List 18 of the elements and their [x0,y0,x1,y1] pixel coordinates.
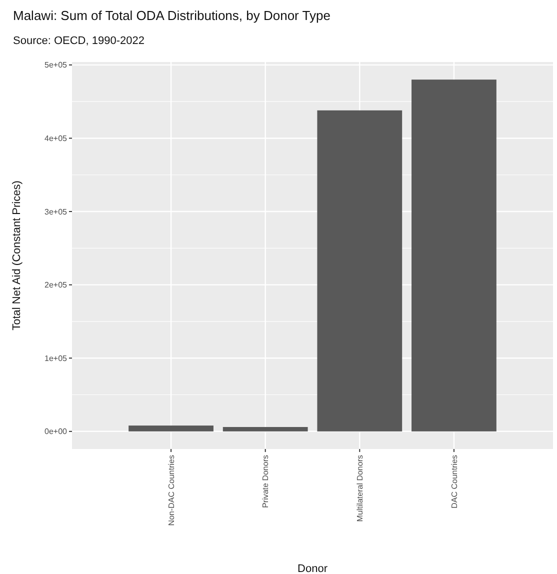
y-tick-label: 3e+05 [44,207,68,216]
y-tick-label: 4e+05 [44,134,68,144]
bar [222,427,308,432]
x-tick-label: DAC Countries [450,455,459,508]
bar [412,80,496,432]
y-tick-label: 1e+05 [44,354,68,363]
bar [128,426,214,432]
y-tick-label: 5e+05 [44,60,68,70]
x-tick-label: Private Donors [261,455,270,508]
x-axis-title: Donor [298,563,328,574]
y-axis-title: Total Net Aid (Constant Prices) [11,180,23,330]
y-tick-label: 0e+00 [44,427,68,436]
x-tick-label: Multilateral Donors [355,455,364,522]
y-tick-label: 2e+05 [44,280,68,290]
chart-subtitle: Source: OECD, 1990-2022 [13,35,144,47]
bar [317,110,402,432]
chart-title: Malawi: Sum of Total ODA Distributions, by Donor Type [13,8,330,23]
x-tick-label: Non-DAC Countries [166,455,176,526]
